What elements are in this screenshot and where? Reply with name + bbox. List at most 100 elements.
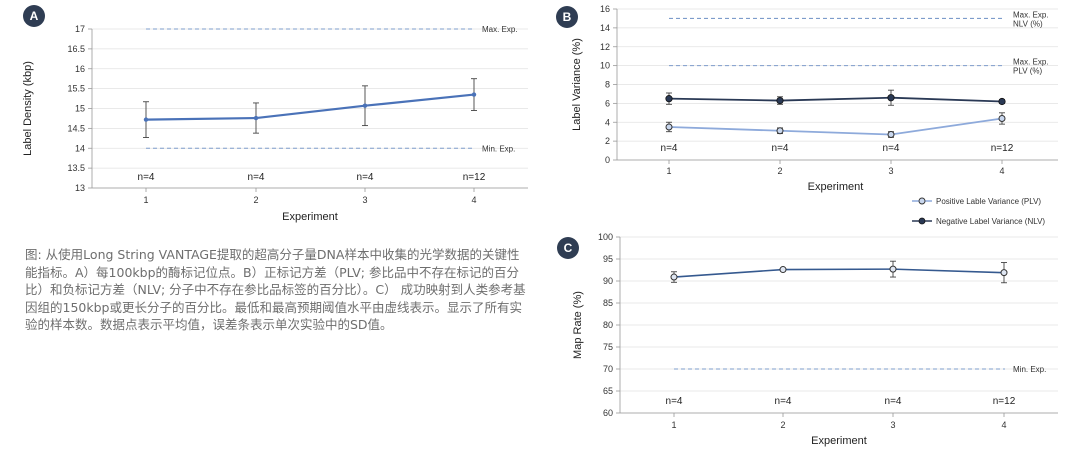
sample-count-label: n=4 <box>248 172 265 183</box>
x-tick-label: 1 <box>666 166 671 176</box>
legend-label: Negative Label Variance (NLV) <box>936 217 1045 226</box>
x-tick-label: 4 <box>999 166 1004 176</box>
y-tick-label: 16.5 <box>67 44 85 54</box>
y-tick-label: 14 <box>600 23 610 33</box>
y-axis-title: Label Density (kbp) <box>22 61 34 156</box>
y-tick-label: 10 <box>600 61 610 71</box>
data-point <box>253 115 259 121</box>
data-point <box>779 266 787 274</box>
sample-count-label: n=4 <box>772 143 789 154</box>
panel-letter: C <box>564 241 573 255</box>
x-tick-label: 4 <box>1001 420 1006 430</box>
y-tick-label: 95 <box>603 254 613 264</box>
data-point <box>887 131 895 139</box>
data-point <box>471 92 477 97</box>
y-tick-label: 6 <box>605 98 610 108</box>
threshold-label: Max. Exp. <box>482 25 518 34</box>
legend-item-nlv: Negative Label Variance (NLV) <box>912 217 1045 226</box>
x-tick-label: 4 <box>471 195 476 205</box>
data-point <box>998 114 1006 122</box>
panel-badge: C <box>557 237 579 259</box>
y-tick-label: 70 <box>603 364 613 374</box>
legend-item-plv: Positive Lable Variance (PLV) <box>912 197 1041 206</box>
x-tick-label: 3 <box>888 166 893 176</box>
panel-c: C 60 65 70 75 80 85 90 95 100 1 2 3 4 Experiment Map Ra… <box>557 232 1058 447</box>
sample-count-label: n=4 <box>666 396 683 407</box>
sample-count-label: n=4 <box>357 172 374 183</box>
y-tick-label: 60 <box>603 408 613 418</box>
legend-swatch-marker <box>918 197 926 205</box>
series-line <box>145 93 475 121</box>
data-point <box>776 127 784 135</box>
badge-circle <box>23 5 45 27</box>
x-tick-label: 2 <box>777 166 782 176</box>
badge-circle <box>557 237 579 259</box>
y-axis-title: Label Variance (%) <box>571 38 583 131</box>
y-tick-label: 13.5 <box>67 163 85 173</box>
y-tick-label: 75 <box>603 342 613 352</box>
x-axis-title: Experiment <box>808 181 864 193</box>
series-line <box>668 96 1003 103</box>
data-point <box>998 97 1006 106</box>
threshold-label: Max. Exp. <box>1013 10 1049 19</box>
panel-badge: A <box>23 5 45 27</box>
y-tick-label: 4 <box>605 117 610 127</box>
y-tick-label: 100 <box>598 232 613 242</box>
y-tick-label: 2 <box>605 136 610 146</box>
sample-count-label: n=4 <box>138 172 155 183</box>
y-tick-label: 16 <box>75 64 85 74</box>
x-tick-label: 1 <box>671 420 676 430</box>
panel-letter: B <box>563 10 572 24</box>
panel-a: A 13 13.5 14 14.5 15 15.5 16 16.5 17 1 2 3 4 Experimen… <box>22 5 528 223</box>
data-point <box>889 265 897 273</box>
panel-letter: A <box>30 9 39 23</box>
legend-label: Positive Lable Variance (PLV) <box>936 197 1041 206</box>
sample-count-label: n=12 <box>463 172 486 183</box>
y-tick-label: 0 <box>605 155 610 165</box>
series-line <box>673 268 1005 278</box>
data-point <box>143 117 149 122</box>
figure-caption: 图: 从使用Long String VANTAGE提取的超高分子量DNA样本中收… <box>25 247 526 332</box>
sample-count-label: n=12 <box>991 143 1014 154</box>
y-tick-label: 16 <box>600 4 610 14</box>
x-tick-label: 2 <box>253 195 258 205</box>
y-tick-label: 14 <box>75 143 85 153</box>
y-tick-label: 8 <box>605 80 610 90</box>
legend-swatch-marker <box>918 217 926 225</box>
threshold-label: Min. Exp. <box>482 144 515 153</box>
sample-count-label: n=4 <box>775 396 792 407</box>
badge-circle <box>556 6 578 28</box>
data-point <box>665 123 673 131</box>
x-tick-label: 3 <box>362 195 367 205</box>
data-point <box>887 94 895 102</box>
y-tick-label: 15.5 <box>67 84 85 94</box>
data-point <box>670 273 678 281</box>
y-tick-label: 85 <box>603 298 613 308</box>
y-tick-label: 13 <box>75 183 85 193</box>
y-tick-label: 17 <box>75 24 85 34</box>
x-axis-title: Experiment <box>811 435 867 447</box>
sample-count-label: n=12 <box>993 396 1016 407</box>
y-tick-label: 80 <box>603 320 613 330</box>
y-tick-label: 90 <box>603 276 613 286</box>
threshold-label: NLV (%) <box>1013 19 1043 28</box>
y-axis-title: Map Rate (%) <box>572 291 584 359</box>
sample-count-label: n=4 <box>885 396 902 407</box>
data-point <box>1000 269 1008 277</box>
y-tick-label: 65 <box>603 386 613 396</box>
data-point <box>362 103 368 108</box>
data-point <box>776 96 784 105</box>
y-tick-label: 14.5 <box>67 123 85 133</box>
x-tick-label: 2 <box>780 420 785 430</box>
x-axis-title: Experiment <box>282 211 338 223</box>
threshold-label: PLV (%) <box>1013 67 1043 76</box>
y-tick-label: 15 <box>75 104 85 114</box>
x-tick-label: 1 <box>143 195 148 205</box>
y-tick-label: 12 <box>600 42 610 52</box>
panel-badge: B <box>556 6 578 28</box>
x-tick-label: 3 <box>890 420 895 430</box>
series-line <box>668 117 1003 136</box>
sample-count-label: n=4 <box>661 143 678 154</box>
